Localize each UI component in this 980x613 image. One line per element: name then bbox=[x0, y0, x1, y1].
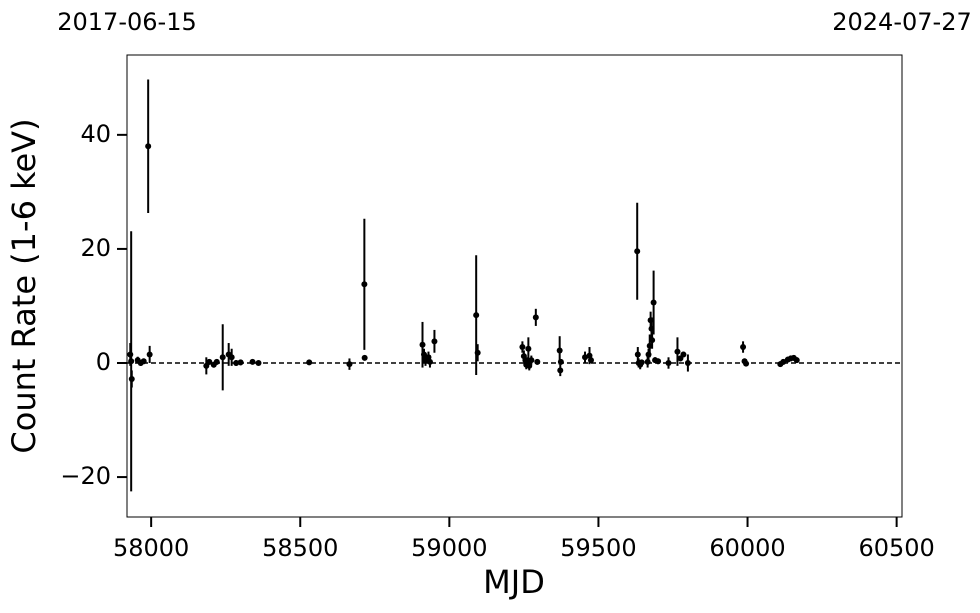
x-tick-label: 58500 bbox=[262, 534, 338, 562]
data-point bbox=[684, 360, 691, 366]
data-point bbox=[557, 358, 564, 365]
y-tick-label: −20 bbox=[60, 462, 111, 490]
data-point bbox=[665, 360, 672, 366]
data-point bbox=[519, 344, 526, 351]
data-point bbox=[587, 357, 594, 364]
data-point bbox=[213, 358, 220, 365]
data-point bbox=[431, 338, 438, 345]
data-point bbox=[361, 281, 368, 288]
data-point bbox=[237, 359, 244, 366]
y-axis-label: Count Rate (1-6 keV) bbox=[5, 118, 43, 453]
data-point bbox=[743, 360, 750, 367]
data-point bbox=[140, 358, 147, 365]
x-tick-label: 59000 bbox=[411, 534, 487, 562]
data-point bbox=[127, 351, 134, 358]
data-point bbox=[146, 351, 153, 358]
data-point bbox=[655, 358, 662, 365]
data-point bbox=[249, 358, 256, 365]
data-point bbox=[634, 351, 641, 358]
data-point bbox=[219, 354, 226, 361]
data-point bbox=[646, 342, 653, 349]
data-point bbox=[473, 312, 480, 319]
data-point bbox=[206, 358, 213, 365]
plot-frame bbox=[126, 54, 903, 518]
data-point bbox=[528, 357, 535, 364]
y-tick-label: 20 bbox=[80, 234, 111, 262]
data-point bbox=[426, 358, 433, 365]
data-point bbox=[346, 361, 353, 368]
data-point bbox=[228, 354, 235, 361]
data-point bbox=[793, 357, 800, 364]
data-point bbox=[645, 351, 652, 358]
data-point bbox=[648, 325, 655, 332]
data-point bbox=[474, 349, 481, 356]
data-point bbox=[306, 359, 313, 366]
x-tick-label: 58000 bbox=[113, 534, 189, 562]
data-point bbox=[650, 299, 657, 306]
top-date-label: 2024-07-27 bbox=[832, 8, 971, 36]
top-date-label: 2017-06-15 bbox=[57, 8, 196, 36]
x-tick-label: 59500 bbox=[560, 534, 636, 562]
data-point bbox=[556, 347, 563, 354]
data-point bbox=[644, 358, 651, 365]
data-point bbox=[419, 341, 426, 348]
data-point bbox=[420, 351, 427, 358]
data-point bbox=[128, 375, 135, 382]
data-point bbox=[649, 337, 656, 344]
data-point bbox=[740, 344, 747, 351]
data-point bbox=[647, 317, 654, 324]
y-tick-label: 40 bbox=[80, 120, 111, 148]
data-point bbox=[532, 314, 539, 321]
data-point bbox=[526, 362, 533, 369]
data-point bbox=[361, 354, 368, 361]
data-point bbox=[233, 360, 240, 366]
x-tick-label: 60500 bbox=[858, 534, 934, 562]
data-point bbox=[534, 358, 541, 365]
data-point bbox=[634, 248, 641, 255]
data-point bbox=[638, 359, 645, 366]
data-point bbox=[780, 358, 787, 365]
data-point bbox=[586, 352, 593, 359]
data-point bbox=[128, 358, 135, 365]
data-point bbox=[680, 351, 687, 358]
data-point bbox=[525, 345, 532, 352]
data-point bbox=[557, 367, 564, 374]
data-point bbox=[255, 360, 262, 366]
data-point bbox=[425, 354, 432, 361]
x-tick-label: 60000 bbox=[709, 534, 785, 562]
data-point bbox=[145, 143, 152, 150]
y-tick-label: 0 bbox=[96, 348, 111, 376]
x-axis-label: MJD bbox=[483, 563, 545, 601]
data-point bbox=[674, 348, 681, 355]
